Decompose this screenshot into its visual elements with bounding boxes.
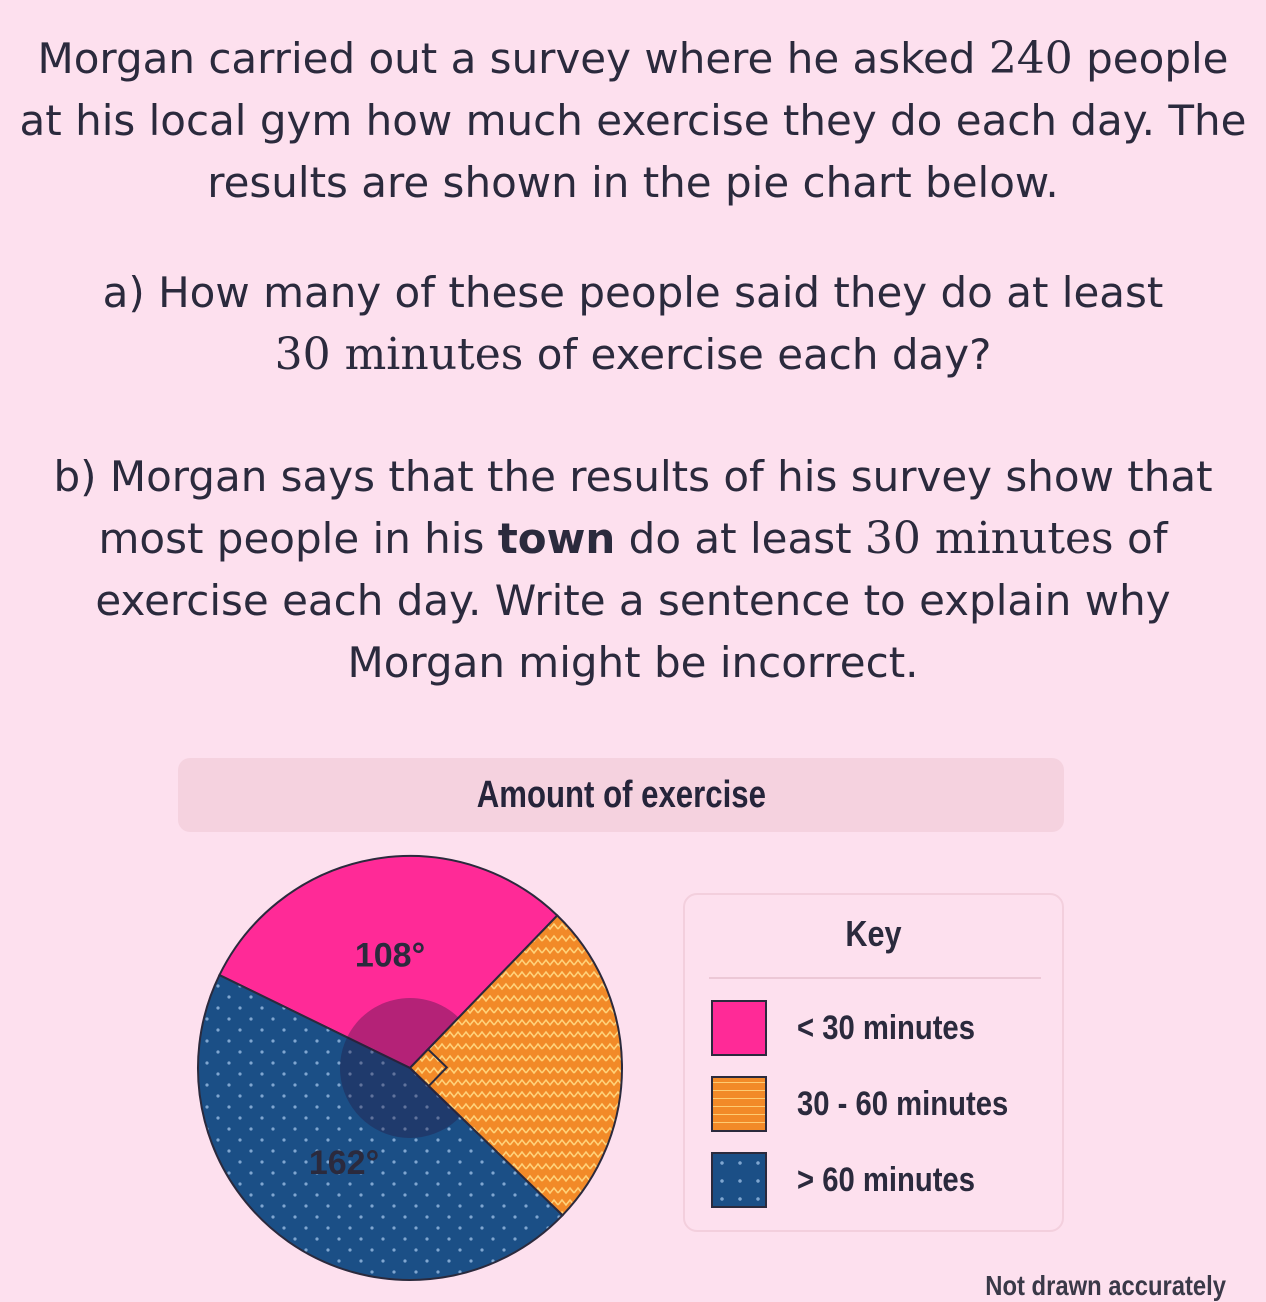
pie-chart: 108° 162° <box>196 855 623 1281</box>
angle-arc <box>340 1037 461 1138</box>
intro-text-end: people <box>1072 34 1229 83</box>
slice-less-30-minutes <box>218 855 559 1070</box>
key-swatch-pink <box>711 1000 767 1056</box>
question-b-math: 30 minutes <box>864 513 1114 564</box>
question-b-text-2: do at least <box>615 514 865 563</box>
key-divider <box>709 977 1041 979</box>
key-swatch-orange <box>711 1076 767 1132</box>
intro-number: 240 <box>988 33 1073 84</box>
key-swatch-blue <box>711 1152 767 1208</box>
intro-line-2: at his local gym how much exercise they … <box>19 96 1247 145</box>
chart-key: Key < 30 minutes 30 - 60 minutes > 60 mi… <box>683 893 1064 1232</box>
key-label: < 30 minutes <box>797 1008 975 1047</box>
key-label: > 60 minutes <box>797 1160 975 1199</box>
slice-30-60-minutes <box>408 914 623 1217</box>
question-a-line-1: a) How many of these people said they do… <box>102 268 1164 317</box>
angle-label: 108° <box>355 937 425 975</box>
question-b-line-4: Morgan might be incorrect. <box>347 638 919 687</box>
key-item-30-60: 30 - 60 minutes <box>711 1075 1043 1133</box>
key-item-less-30: < 30 minutes <box>711 999 1004 1057</box>
right-angle-marker <box>427 1048 449 1087</box>
intro-text: Morgan carried out a survey where he ask… <box>37 34 989 83</box>
question-b-line-1: b) Morgan says that the results of his s… <box>53 452 1213 501</box>
question-b-text-3: of <box>1113 514 1168 563</box>
angle-arc <box>347 998 459 1068</box>
question-a-math: 30 minutes <box>274 329 524 380</box>
question-a-line-2: of exercise each day? <box>523 330 992 379</box>
chart-title: Amount of exercise <box>476 773 766 816</box>
question-a: a) How many of these people said they do… <box>0 262 1266 386</box>
angle-label: 162° <box>309 1144 379 1182</box>
slice-more-60-minutes <box>196 973 564 1281</box>
key-label: 30 - 60 minutes <box>797 1084 1009 1123</box>
not-drawn-accurately-note: Not drawn accurately <box>985 1270 1226 1301</box>
question-b: b) Morgan says that the results of his s… <box>0 446 1266 694</box>
chart-title-bar: Amount of exercise <box>178 758 1064 832</box>
question-intro: Morgan carried out a survey where he ask… <box>0 28 1266 214</box>
question-b-text: most people in his <box>98 514 498 563</box>
question-b-line-3: exercise each day. Write a sentence to e… <box>95 576 1171 625</box>
intro-line-3: results are shown in the pie chart below… <box>207 158 1059 207</box>
question-b-bold: town <box>497 514 616 563</box>
key-title: Key <box>845 913 902 954</box>
key-item-more-60: > 60 minutes <box>711 1151 1004 1209</box>
